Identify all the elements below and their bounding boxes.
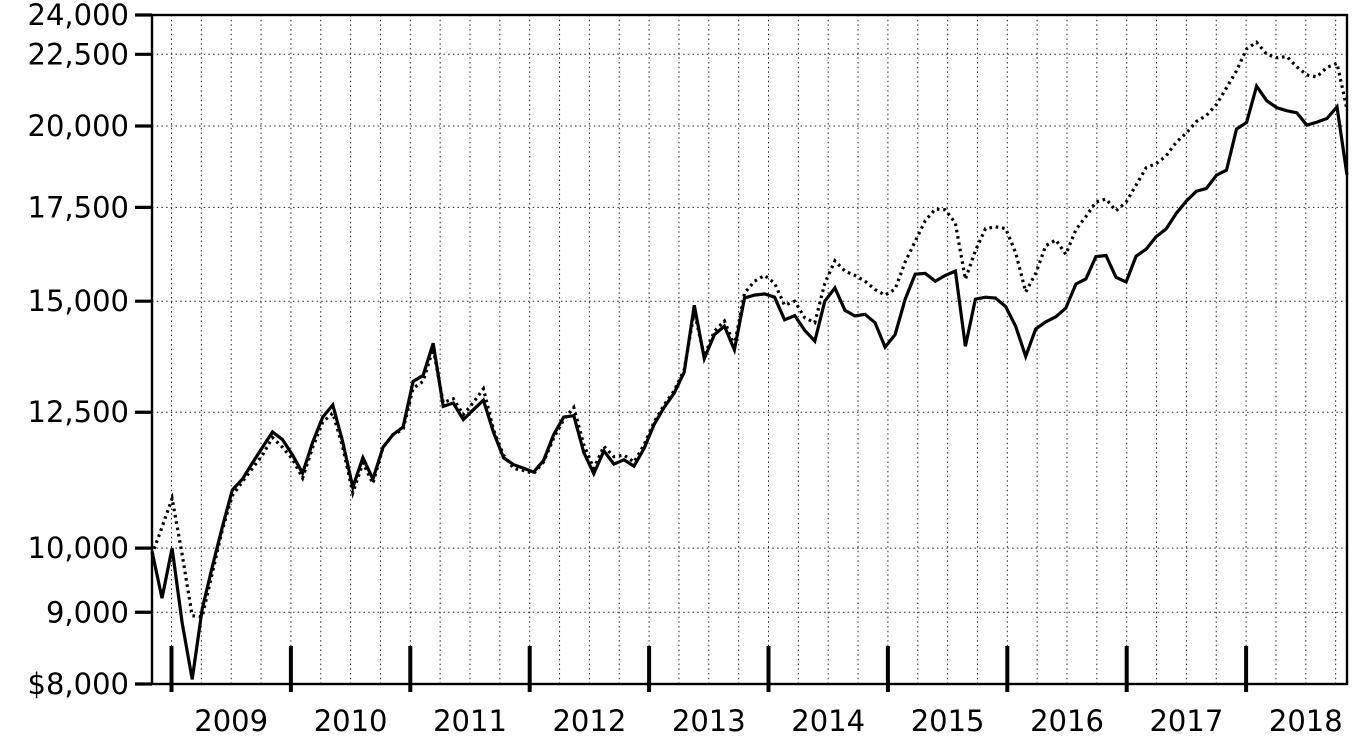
x-year-label: 2011: [433, 704, 507, 738]
x-year-label: 2017: [1149, 704, 1223, 738]
y-tick-label: 22,500: [28, 37, 129, 71]
plot-frame: [150, 13, 1349, 686]
y-tick-label: 17,500: [28, 190, 129, 224]
series-dotted-line: [150, 40, 1349, 619]
x-year-label: 2015: [911, 704, 985, 738]
x-year-label: 2010: [314, 704, 388, 738]
series-solid-line: [150, 82, 1349, 680]
plot-border: [150, 13, 1349, 686]
x-year-label: 2012: [552, 704, 626, 738]
y-axis-ticks: [135, 13, 152, 686]
x-year-label: 2014: [791, 704, 865, 738]
x-axis-year-ticks: [169, 646, 1249, 692]
y-axis-labels: 24,000 22,500 20,000 17,500 15,000 12,500 10,0…: [28, 0, 129, 701]
x-year-label: 2016: [1030, 704, 1104, 738]
y-tick-label: 12,500: [28, 395, 129, 429]
y-tick-label: $8,000: [28, 667, 129, 701]
y-tick-label: 24,000: [28, 0, 129, 32]
y-tick-label: 9,000: [46, 595, 129, 629]
x-year-label: 2013: [672, 704, 746, 738]
horizontal-gridlines: [152, 53, 1347, 613]
y-tick-label: 15,000: [28, 284, 129, 318]
x-year-label: 2018: [1269, 704, 1343, 738]
data-series: [150, 40, 1349, 680]
x-axis-year-labels: 2009 2010 2011 2012 2013 2014 2015 2016 2017 2018: [194, 704, 1342, 738]
vertical-gridlines: [171, 15, 1337, 684]
y-tick-label: 20,000: [28, 109, 129, 143]
y-tick-label: 10,000: [28, 531, 129, 565]
x-year-label: 2009: [194, 704, 268, 738]
